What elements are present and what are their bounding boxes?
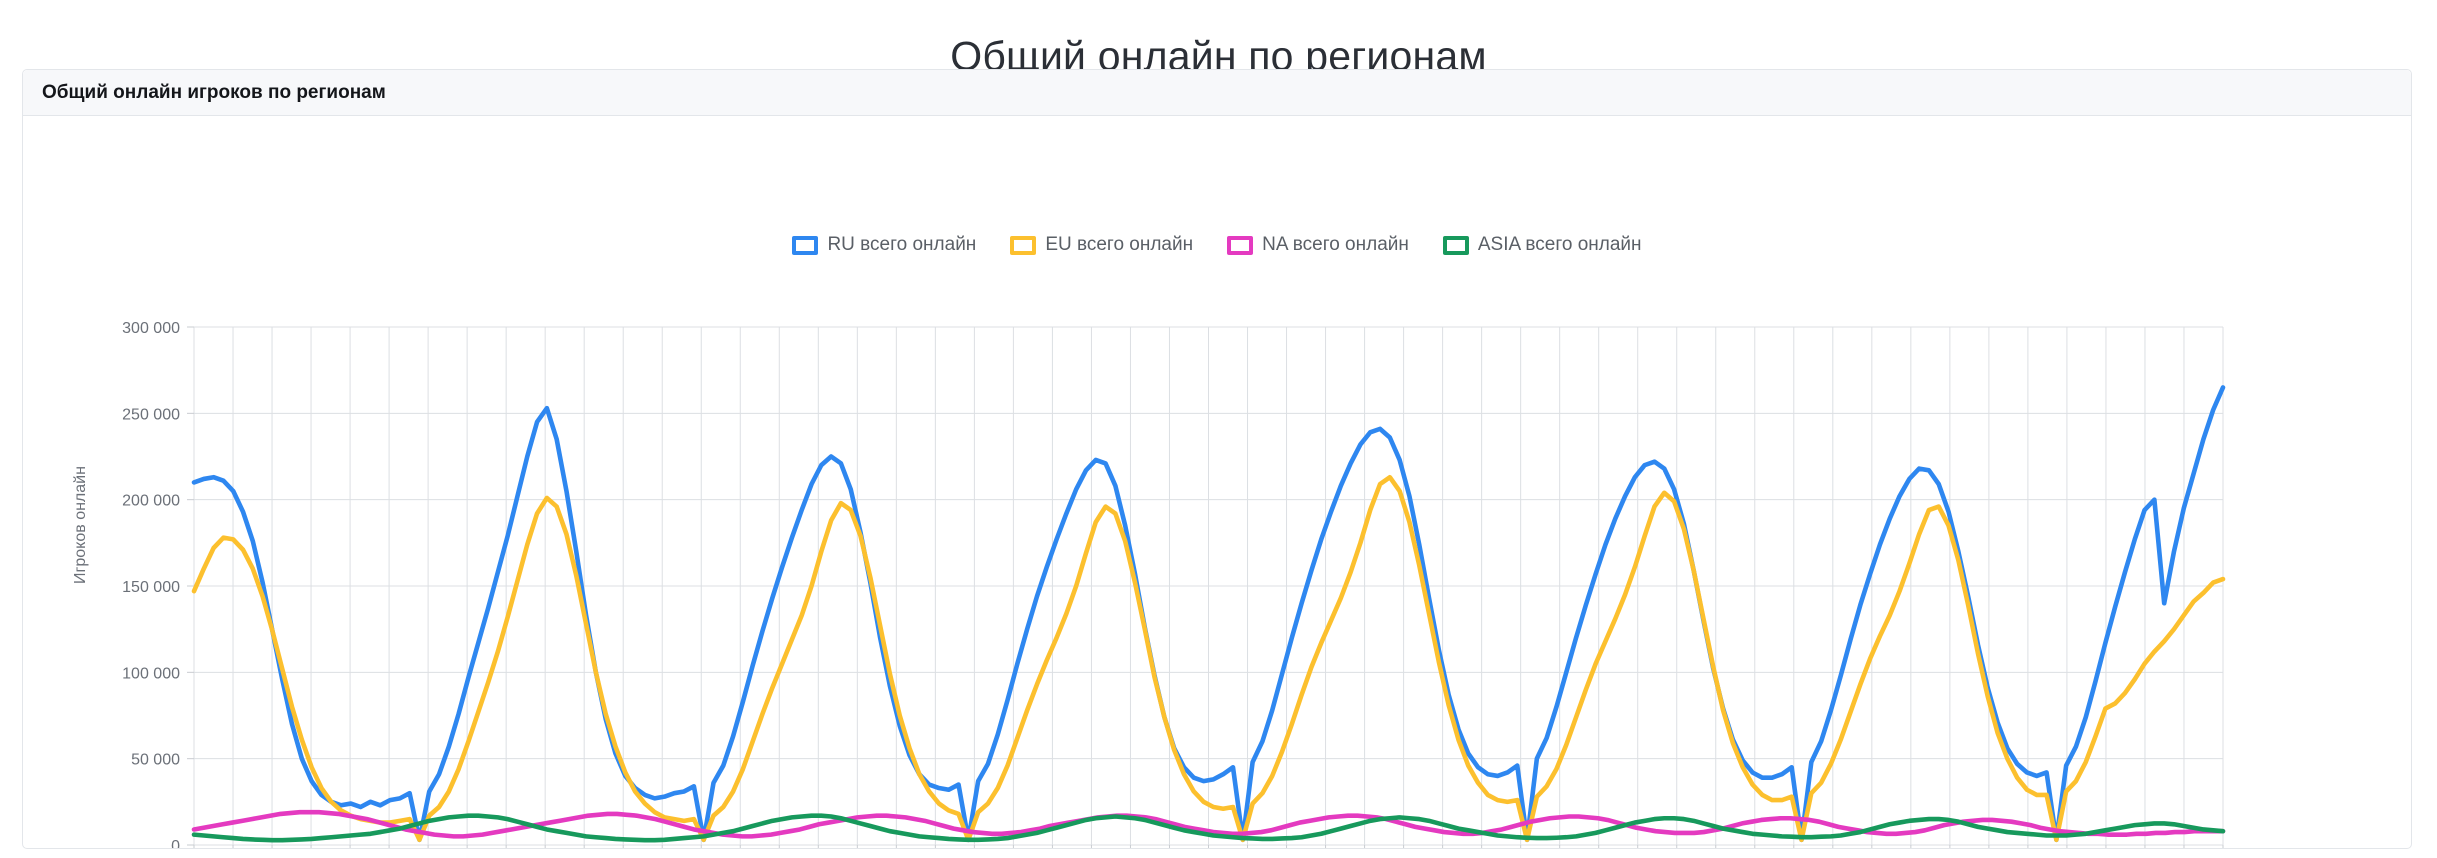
legend-label-asia: ASIA всего онлайн [1477, 234, 1642, 255]
svg-text:300 000: 300 000 [122, 320, 180, 337]
legend-label-ru: RU всего онлайн [827, 234, 977, 255]
legend-swatch-eu-icon [1010, 235, 1037, 255]
svg-text:100 000: 100 000 [122, 665, 180, 682]
card-header: Общий онлайн игроков по регионам [23, 70, 2411, 116]
chart-container[interactable]: 0 50 000 100 000 150 000 200 000 250 000 300 0… [23, 116, 2411, 848]
x-axis-ticks: 19:2422:3001:3604:4207:4810:5414:0017:06… [193, 845, 2224, 848]
svg-text:150 000: 150 000 [122, 579, 180, 596]
legend-item-eu[interactable]: EU всего онлайн [1010, 234, 1193, 256]
chart-legend[interactable]: RU всего онлайн EU всего онлайн NA всего… [23, 234, 2411, 256]
y-axis-title: Игроков онлайн [72, 466, 89, 584]
y-axis-ticks: 0 50 000 100 000 150 000 200 000 250 000 300 0… [122, 320, 194, 848]
legend-label-eu: EU всего онлайн [1045, 234, 1194, 255]
legend-label-na: NA всего онлайн [1262, 234, 1409, 255]
svg-text:250 000: 250 000 [122, 406, 180, 423]
svg-text:200 000: 200 000 [122, 493, 180, 510]
chart-gridlines [193, 326, 2224, 846]
card-header-title: Общий онлайн игроков по регионам [42, 82, 386, 103]
svg-text:0: 0 [171, 838, 180, 848]
svg-text:50 000: 50 000 [131, 752, 180, 769]
legend-swatch-asia-icon [1442, 235, 1469, 255]
legend-swatch-na-icon [1227, 235, 1254, 255]
chart-series [191, 385, 2226, 843]
legend-swatch-ru-icon [792, 235, 819, 255]
legend-item-asia[interactable]: ASIA всего онлайн [1442, 234, 1642, 256]
legend-item-ru[interactable]: RU всего онлайн [792, 234, 976, 256]
chart-card: Общий онлайн игроков по регионам 0 50 000… [22, 69, 2412, 849]
line-chart-svg[interactable]: 0 50 000 100 000 150 000 200 000 250 000 300 0… [23, 116, 2411, 848]
legend-item-na[interactable]: NA всего онлайн [1227, 234, 1409, 256]
